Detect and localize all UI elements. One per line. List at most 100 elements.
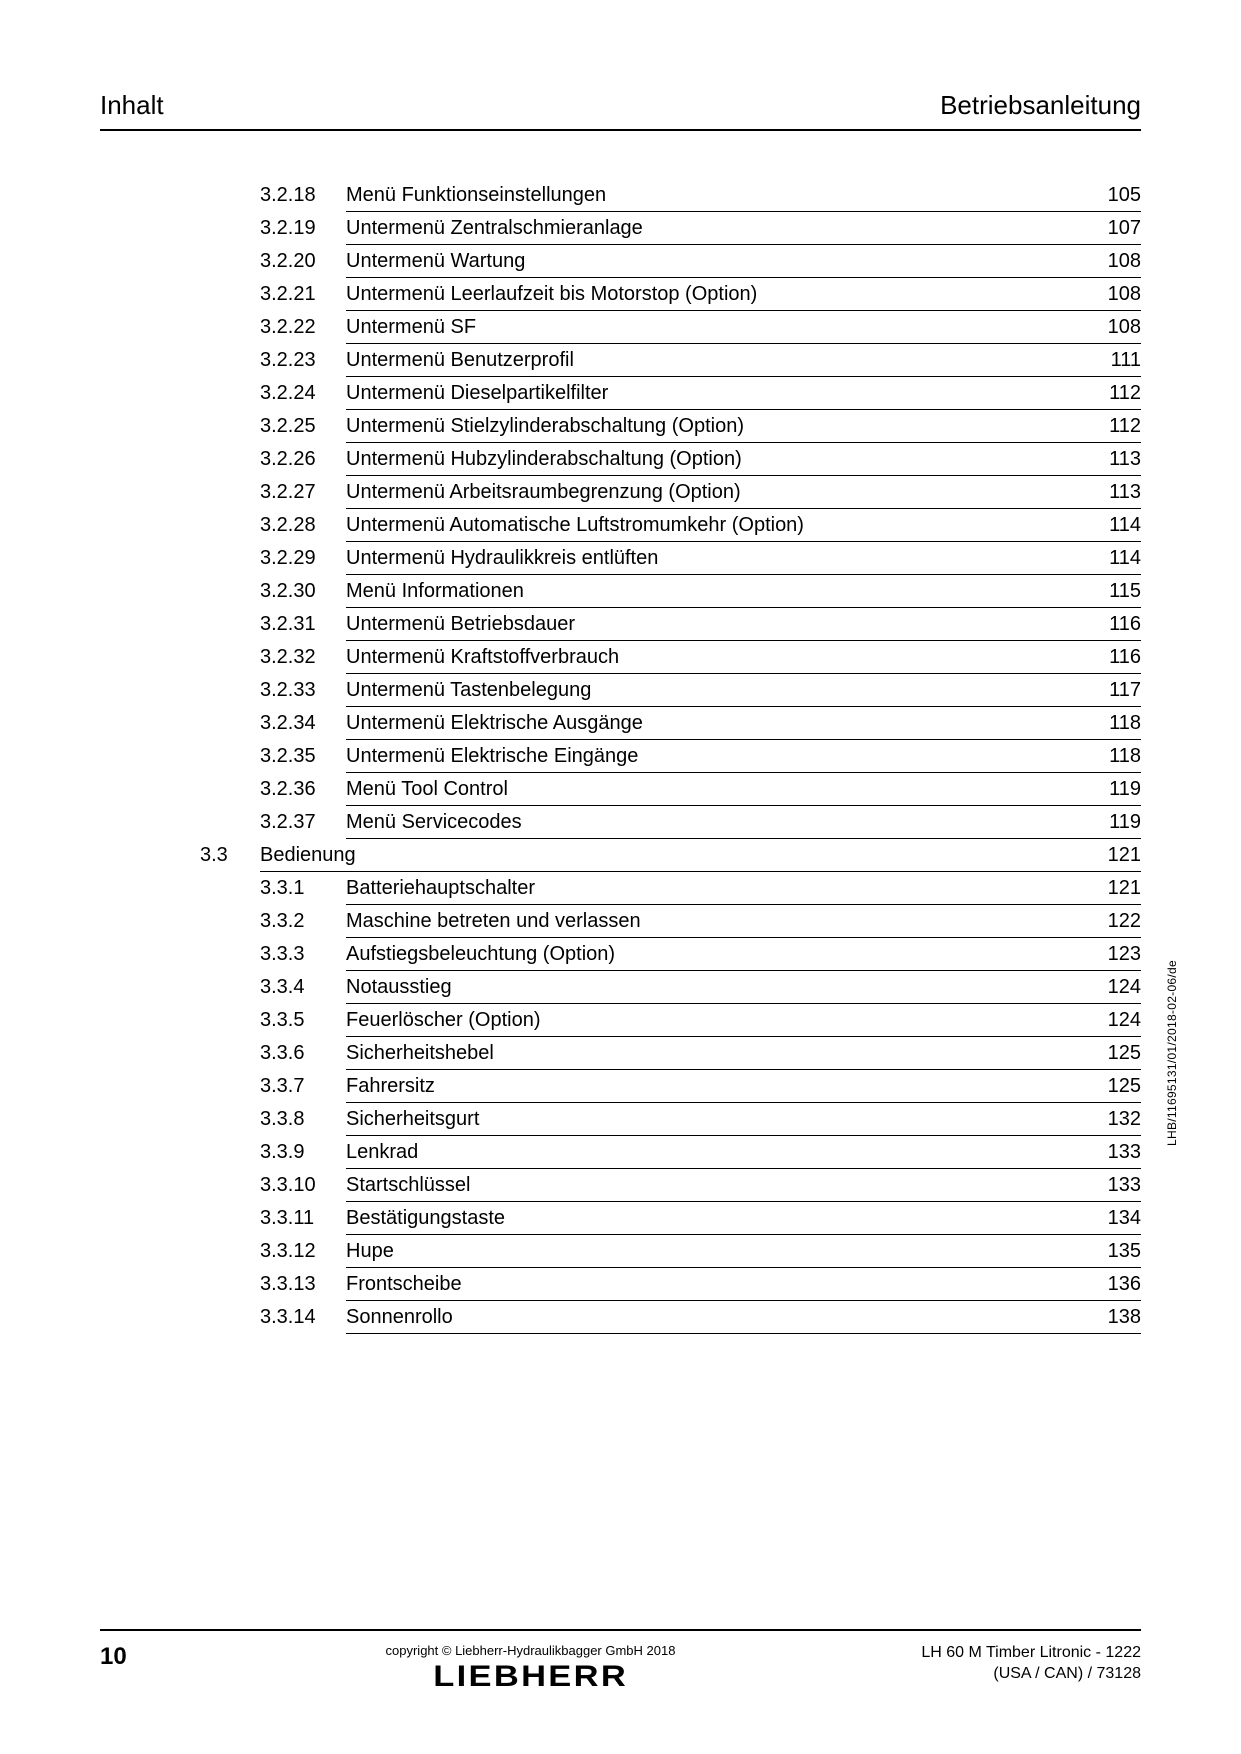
toc-entry-title: Frontscheibe [346,1274,1081,1294]
toc-entry-page: 133 [1081,1175,1141,1195]
toc-entry-title: Untermenü Elektrische Ausgänge [346,713,1081,733]
toc-entry-number: 3.2.20 [100,251,346,271]
toc-entry-title: Untermenü Hydraulikkreis entlüften [346,548,1081,568]
toc-entry-title: Untermenü Zentralschmieranlage [346,218,1081,238]
page-footer: 10 copyright © Liebherr-Hydraulikbagger … [100,1629,1141,1694]
toc-row: 3.2.22Untermenü SF108 [100,311,1141,343]
toc-entry-page: 112 [1081,416,1141,436]
toc-entry-number: 3.3.5 [100,1010,346,1030]
toc-row: 3.3.14Sonnenrollo138 [100,1301,1141,1333]
toc-entry-page: 108 [1081,317,1141,337]
toc-entry-number: 3.3.13 [100,1274,346,1294]
toc-entry-page: 125 [1081,1043,1141,1063]
toc-entry-page: 132 [1081,1109,1141,1129]
toc-entry-page: 136 [1081,1274,1141,1294]
toc-entry-number: 3.3.7 [100,1076,346,1096]
toc-entry-number: 3.2.35 [100,746,346,766]
side-reference-text: LHB/11695131/01/2018-02-06/de [1165,960,1179,1146]
footer-row: 10 copyright © Liebherr-Hydraulikbagger … [100,1643,1141,1694]
toc-row: 3.2.19Untermenü Zentralschmieranlage107 [100,212,1141,244]
toc-row: 3.3.11Bestätigungstaste134 [100,1202,1141,1234]
toc-entry-title: Untermenü Hubzylinderabschaltung (Option… [346,449,1081,469]
toc-row: 3.3.4Notausstieg124 [100,971,1141,1003]
page-header: Inhalt Betriebsanleitung [100,90,1141,131]
toc-entry-title: Untermenü Betriebsdauer [346,614,1081,634]
toc-entry-page: 114 [1081,548,1141,568]
toc-row: 3.3.2Maschine betreten und verlassen122 [100,905,1141,937]
toc-entry-page: 116 [1081,647,1141,667]
toc-row: 3.2.26Untermenü Hubzylinderabschaltung (… [100,443,1141,475]
toc-entry-title: Sonnenrollo [346,1307,1081,1327]
toc-entry-page: 124 [1081,977,1141,997]
toc-entry-page: 108 [1081,251,1141,271]
toc-entry-number: 3.2.32 [100,647,346,667]
toc-entry-title: Startschlüssel [346,1175,1081,1195]
toc-entry-title: Sicherheitsgurt [346,1109,1081,1129]
toc-row: 3.2.34Untermenü Elektrische Ausgänge118 [100,707,1141,739]
toc-entry-title: Untermenü Leerlaufzeit bis Motorstop (Op… [346,284,1081,304]
header-left: Inhalt [100,90,164,121]
toc-entry-number: 3.3.2 [100,911,346,931]
toc-entry-title: Menü Funktionseinstellungen [346,185,1081,205]
toc-entry-title: Maschine betreten und verlassen [346,911,1081,931]
toc-entry-rule [100,1333,1141,1334]
toc-row: 3.2.37Menü Servicecodes119 [100,806,1141,838]
toc-entry-page: 105 [1081,185,1141,205]
toc-row: 3.2.35Untermenü Elektrische Eingänge118 [100,740,1141,772]
toc-entry-title: Aufstiegsbeleuchtung (Option) [346,944,1081,964]
toc-entry-page: 133 [1081,1142,1141,1162]
toc-entry-page: 124 [1081,1010,1141,1030]
toc-row: 3.3.5Feuerlöscher (Option)124 [100,1004,1141,1036]
footer-right-line1: LH 60 M Timber Litronic - 1222 [841,1643,1141,1664]
toc-entry-number: 3.2.27 [100,482,346,502]
toc-row: 3.3.12Hupe135 [100,1235,1141,1267]
toc-entry-page: 116 [1081,614,1141,634]
toc-entry-page: 108 [1081,284,1141,304]
toc-entry-number: 3.2.19 [100,218,346,238]
toc-entry-number: 3.2.22 [100,317,346,337]
table-of-contents: 3.2.18Menü Funktionseinstellungen105 3.2.… [100,179,1141,1334]
page-number: 10 [100,1643,220,1671]
toc-entry-page: 117 [1081,680,1141,700]
toc-row: 3.3.3Aufstiegsbeleuchtung (Option)123 [100,938,1141,970]
toc-entry-page: 118 [1081,713,1141,733]
toc-entry-page: 123 [1081,944,1141,964]
toc-row: 3.3.1Batteriehauptschalter121 [100,872,1141,904]
toc-entry-title: Sicherheitshebel [346,1043,1081,1063]
toc-entry-number: 3.2.34 [100,713,346,733]
toc-entry-page: 115 [1081,581,1141,601]
toc-entry-page: 121 [1081,878,1141,898]
toc-entry-title: Untermenü Wartung [346,251,1081,271]
toc-entry-title: Menü Tool Control [346,779,1081,799]
toc-entry-number: 3.2.29 [100,548,346,568]
toc-entry-number: 3.3.3 [100,944,346,964]
footer-copyright: copyright © Liebherr-Hydraulikbagger Gmb… [220,1643,841,1658]
toc-entry-number: 3.2.31 [100,614,346,634]
toc-entry-number: 3.3.1 [100,878,346,898]
footer-right-line2: (USA / CAN) / 73128 [841,1664,1141,1685]
toc-row: 3.2.27Untermenü Arbeitsraumbegrenzung (O… [100,476,1141,508]
toc-row: 3.2.31Untermenü Betriebsdauer116 [100,608,1141,640]
toc-entry-number: 3.3 [100,845,260,865]
toc-entry-number: 3.3.6 [100,1043,346,1063]
toc-entry-page: 113 [1081,449,1141,469]
toc-entry-number: 3.2.18 [100,185,346,205]
footer-logo: LIEBHERR [433,1660,628,1694]
toc-entry-title: Fahrersitz [346,1076,1081,1096]
header-right: Betriebsanleitung [940,90,1141,121]
toc-row: 3.2.33Untermenü Tastenbelegung117 [100,674,1141,706]
toc-row: 3.2.30Menü Informationen115 [100,575,1141,607]
toc-entry-title: Menü Servicecodes [346,812,1081,832]
toc-entry-title: Untermenü SF [346,317,1081,337]
toc-row: 3.3.10Startschlüssel133 [100,1169,1141,1201]
toc-entry-title: Untermenü Automatische Luftstromumkehr (… [346,515,1081,535]
toc-entry-title: Untermenü Stielzylinderabschaltung (Opti… [346,416,1081,436]
page: Inhalt Betriebsanleitung 3.2.18Menü Funk… [0,0,1241,1754]
toc-entry-number: 3.2.25 [100,416,346,436]
toc-entry-title: Untermenü Benutzerprofil [346,350,1081,370]
toc-entry-title: Bedienung [260,845,1081,865]
toc-entry-title: Hupe [346,1241,1081,1261]
toc-row: 3.2.36Menü Tool Control119 [100,773,1141,805]
toc-entry-title: Notausstieg [346,977,1081,997]
footer-right: LH 60 M Timber Litronic - 1222 (USA / CA… [841,1643,1141,1685]
